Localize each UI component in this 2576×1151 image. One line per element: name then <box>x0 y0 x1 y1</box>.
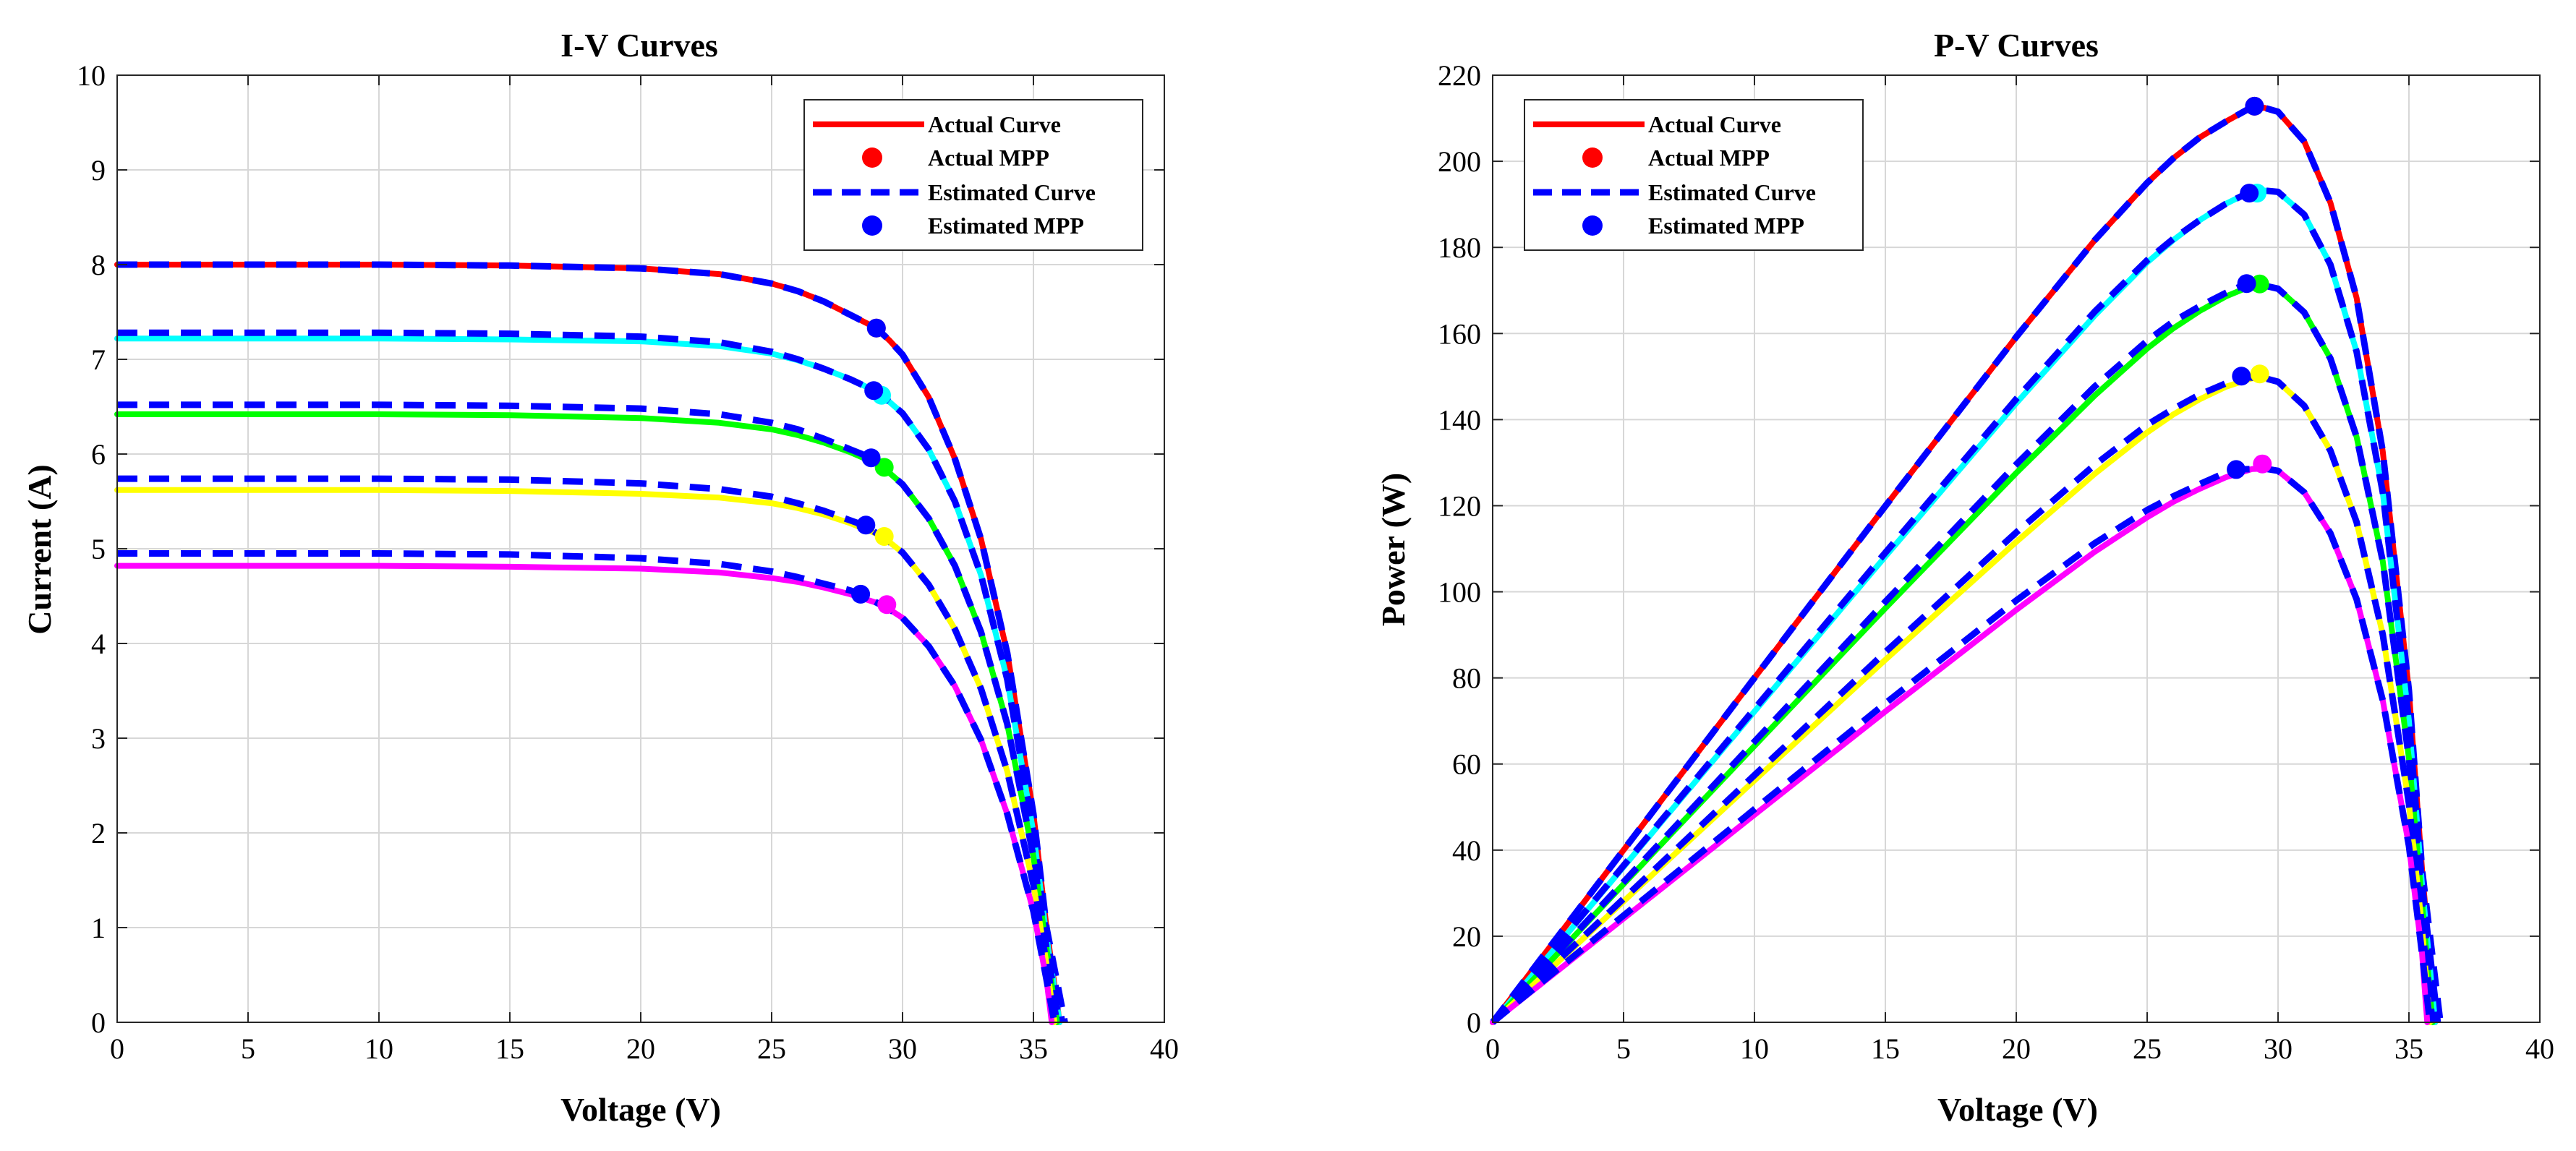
iv-x-tick-label: 5 <box>241 1032 255 1065</box>
iv-legend: Actual Curve Actual MPP Estimated Curve … <box>803 99 1143 251</box>
iv-y-tick-label: 6 <box>91 438 106 471</box>
iv-x-axis-title: Voltage (V) <box>560 1091 721 1128</box>
iv-x-tick-label: 20 <box>626 1032 655 1065</box>
pv-x-tick-label: 15 <box>1871 1032 1900 1065</box>
pv-x-tick-label: 35 <box>2394 1032 2423 1065</box>
iv-grid <box>117 75 1164 1022</box>
iv-y-tick-label: 7 <box>91 343 106 376</box>
iv-x-tick-label: 30 <box>888 1032 917 1065</box>
iv-legend-estimated-curve-label: Estimated Curve <box>928 179 1096 205</box>
iv-estimated-mpp-marker <box>861 448 881 468</box>
iv-x-tick-label: 40 <box>1150 1032 1179 1065</box>
iv-actual-mpp-marker <box>874 458 894 477</box>
pv-y-tick-label: 180 <box>1438 231 1481 264</box>
pv-legend-estimated-mpp-label: Estimated MPP <box>1648 213 1804 239</box>
pv-series-estimated-1 <box>1490 103 2444 1024</box>
pv-y-tick-label: 220 <box>1438 59 1481 92</box>
pv-y-tick-label: 20 <box>1452 920 1481 953</box>
pv-x-tick-label: 40 <box>2525 1032 2554 1065</box>
iv-ticks: 0 5 10 15 20 25 30 35 40 0 1 2 3 4 5 6 7 8 9 10 <box>77 59 1179 1065</box>
pv-y-tick-label: 200 <box>1438 145 1481 178</box>
iv-legend-estimated-mpp-label: Estimated MPP <box>928 213 1084 239</box>
pv-y-tick-label: 160 <box>1438 317 1481 350</box>
iv-actual-mpp-marker <box>874 526 894 546</box>
pv-y-tick-label: 0 <box>1467 1006 1481 1039</box>
iv-estimated-mpp-marker <box>864 381 884 401</box>
iv-y-tick-label: 10 <box>77 59 106 92</box>
pv-actual-mpp-marker <box>2250 364 2269 384</box>
iv-y-tick-label: 9 <box>91 154 106 187</box>
pv-y-tick-label: 100 <box>1438 576 1481 609</box>
pv-series-estimated-5 <box>1490 280 2439 1025</box>
iv-y-tick-label: 3 <box>91 722 106 755</box>
iv-y-tick-label: 8 <box>91 249 106 281</box>
pv-y-tick-label: 120 <box>1438 489 1481 522</box>
pv-legend: Actual Curve Actual MPP Estimated Curve … <box>1524 99 1864 251</box>
iv-plot-area <box>114 261 1068 1025</box>
pv-y-tick-label: 60 <box>1452 748 1481 781</box>
iv-y-tick-label: 0 <box>91 1006 106 1039</box>
iv-actual-mpp-marker <box>877 595 897 615</box>
iv-x-tick-label: 10 <box>364 1032 393 1065</box>
pv-x-axis-title: Voltage (V) <box>1937 1091 2098 1128</box>
iv-y-axis-title: Current (A) <box>21 464 58 634</box>
pv-x-tick-label: 5 <box>1616 1032 1631 1065</box>
pv-plot-area <box>1490 96 2444 1025</box>
pv-chart-title: P-V Curves <box>1934 27 2099 64</box>
iv-y-tick-label: 4 <box>91 628 106 660</box>
pv-series-estimated-3 <box>1490 187 2441 1024</box>
iv-y-tick-label: 1 <box>91 912 106 944</box>
pv-estimated-mpp-marker <box>2245 96 2264 116</box>
iv-chart-title: I-V Curves <box>560 27 718 64</box>
iv-series-estimated-3 <box>117 329 1066 1023</box>
pv-legend-actual-mpp-label: Actual MPP <box>1648 145 1770 171</box>
pv-actual-mpp-marker <box>2253 454 2272 474</box>
pv-x-tick-label: 25 <box>2133 1032 2162 1065</box>
pv-legend-estimated-mpp-swatch <box>1582 215 1603 236</box>
pv-y-tick-label: 80 <box>1452 662 1481 695</box>
pv-x-tick-label: 10 <box>1740 1032 1769 1065</box>
iv-series-actual-2 <box>114 335 1063 1025</box>
pv-estimated-mpp-marker <box>2227 460 2246 479</box>
iv-legend-actual-mpp-label: Actual MPP <box>928 145 1049 171</box>
pv-estimated-mpp-marker <box>2240 184 2259 203</box>
pv-y-axis-title: Power (W) <box>1375 473 1412 626</box>
pv-y-tick-label: 140 <box>1438 403 1481 436</box>
iv-x-tick-label: 0 <box>110 1032 124 1065</box>
iv-chart: I-V Curves 0 5 10 15 20 25 30 35 40012345678910 … <box>21 27 1179 1128</box>
iv-legend-actual-curve-label: Actual Curve <box>928 111 1061 137</box>
pv-estimated-mpp-marker <box>2237 274 2256 294</box>
pv-series-estimated-7 <box>1490 373 2436 1025</box>
pv-x-tick-label: 0 <box>1485 1032 1500 1065</box>
iv-series-estimated-1 <box>117 261 1068 1023</box>
pv-actual-mpp-marker <box>2250 274 2269 294</box>
pv-chart: P-V Curves 0 5 10 15 20 25 30 35 40 0 20 40 60 80 100 1… <box>1375 27 2554 1128</box>
pv-ticks: 0 5 10 15 20 25 30 35 40 0 20 40 60 80 100 120 140 160 180… <box>1438 59 2554 1065</box>
pv-legend-estimated-curve-label: Estimated Curve <box>1648 179 1816 205</box>
iv-legend-estimated-mpp-swatch <box>862 215 882 236</box>
iv-x-tick-label: 25 <box>757 1032 786 1065</box>
iv-y-tick-label: 2 <box>91 817 106 850</box>
iv-series-estimated-5 <box>117 401 1063 1023</box>
pv-estimated-mpp-marker <box>2232 367 2251 386</box>
iv-estimated-mpp-marker <box>851 584 871 604</box>
pv-legend-actual-curve-label: Actual Curve <box>1648 111 1781 137</box>
pv-legend-actual-mpp-swatch <box>1582 147 1603 168</box>
pv-y-tick-label: 40 <box>1452 834 1481 867</box>
iv-estimated-mpp-marker <box>866 318 886 338</box>
iv-estimated-mpp-marker <box>856 515 876 535</box>
pv-x-tick-label: 20 <box>2002 1032 2031 1065</box>
iv-x-tick-label: 15 <box>495 1032 524 1065</box>
iv-legend-actual-mpp-swatch <box>862 147 882 168</box>
iv-x-tick-label: 35 <box>1019 1032 1048 1065</box>
pv-x-tick-label: 30 <box>2264 1032 2293 1065</box>
iv-y-tick-label: 5 <box>91 533 106 565</box>
